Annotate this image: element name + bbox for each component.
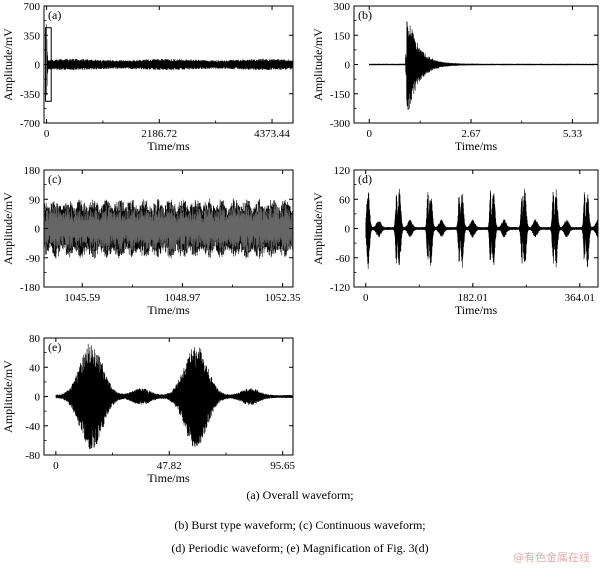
waveform-series (365, 188, 598, 269)
y-tick-label: 700 (24, 1, 41, 13)
y-axis-label: Amplitude/mV (1, 192, 15, 265)
y-axis-label: Amplitude/mV (1, 360, 15, 433)
x-tick-label: 2.67 (461, 128, 481, 140)
caption-line-2: (b) Burst type waveform; (c) Continuous … (174, 518, 426, 532)
panel-label: (d) (358, 172, 372, 186)
y-tick-label: -60 (335, 253, 350, 265)
y-tick-label: 0 (35, 60, 41, 72)
y-tick-label: 150 (334, 30, 351, 42)
y-tick-label: 80 (29, 333, 41, 345)
panel-label: (a) (48, 8, 61, 22)
y-tick-label: -120 (330, 282, 351, 294)
x-tick-label: 182.01 (458, 292, 488, 304)
y-tick-label: 120 (334, 165, 351, 177)
x-tick-label: 0 (53, 460, 59, 472)
y-axis-label: Amplitude/mV (311, 192, 325, 265)
chart-panel-a: -700 -350 0 350 700 0 2186.72 4373.44 Time/ms Amp… (1, 1, 294, 153)
x-tick-label: 4373.44 (254, 128, 290, 140)
panel-label: (e) (48, 340, 61, 354)
y-tick-label: 60 (339, 194, 351, 206)
x-axis-label: Time/ms (455, 303, 498, 317)
y-tick-label: -80 (25, 450, 40, 462)
y-tick-label: -150 (330, 89, 351, 101)
waveform-series (368, 21, 598, 110)
x-tick-label: 0 (367, 128, 373, 140)
chart-panel-e: -80 -40 0 40 80 0 47.82 95.65 Time/ms Amplitude/m… (1, 333, 296, 485)
x-tick-label: 0 (363, 292, 369, 304)
y-tick-label: -90 (25, 253, 40, 265)
x-tick-label: 0 (44, 128, 50, 140)
y-axis-label: Amplitude/mV (311, 28, 325, 101)
y-tick-label: 350 (24, 30, 41, 42)
y-tick-label: 0 (345, 224, 351, 236)
chart-panel-b: -300 -150 0 150 300 0 2.67 5.33 Time/ms Amplitude… (311, 1, 599, 153)
burst-marker-rectangle (45, 27, 52, 102)
x-axis-label: Time/ms (455, 139, 498, 153)
panel-label: (c) (48, 172, 61, 186)
y-tick-label: 40 (29, 362, 41, 374)
y-tick-label: 0 (345, 60, 351, 72)
waveform-series-overlay (44, 204, 293, 253)
y-tick-label: 180 (24, 165, 41, 177)
waveform-series (46, 24, 293, 96)
y-tick-label: 300 (334, 1, 351, 13)
x-axis-label: Time/ms (147, 139, 190, 153)
x-tick-label: 1048.97 (165, 292, 201, 304)
caption-line-1: (a) Overall waveform; (246, 488, 354, 502)
caption-line-3: (d) Periodic waveform; (e) Magnification… (171, 541, 429, 555)
y-tick-label: 0 (35, 224, 41, 236)
x-tick-label: 5.33 (563, 128, 583, 140)
x-axis-label: Time/ms (147, 303, 190, 317)
y-tick-label: 90 (29, 194, 41, 206)
waveform-series (55, 343, 293, 450)
y-tick-label: -180 (20, 282, 41, 294)
watermark: @有色金属在线 (513, 551, 590, 564)
x-tick-label: 47.82 (157, 460, 182, 472)
x-axis-label: Time/ms (147, 471, 190, 485)
chart-panel-d: -120 -60 0 60 120 0 182.01 364.01 Time/ms Amplitu… (311, 165, 599, 317)
x-tick-label: 95.65 (270, 460, 295, 472)
panel-label: (b) (358, 8, 372, 22)
chart-panel-c: -180 -90 0 90 180 1045.59 1048.97 1052.35 Time/m… (1, 165, 301, 317)
y-tick-label: 0 (35, 392, 41, 404)
x-tick-label: 1045.59 (64, 292, 100, 304)
y-axis-label: Amplitude/mV (1, 28, 15, 101)
y-tick-label: -40 (25, 421, 40, 433)
x-tick-label: 2186.72 (141, 128, 177, 140)
x-tick-label: 364.01 (565, 292, 595, 304)
y-tick-label: -700 (20, 118, 41, 130)
y-tick-label: -300 (330, 118, 351, 130)
y-tick-label: -350 (20, 89, 41, 101)
x-tick-label: 1052.35 (265, 292, 301, 304)
